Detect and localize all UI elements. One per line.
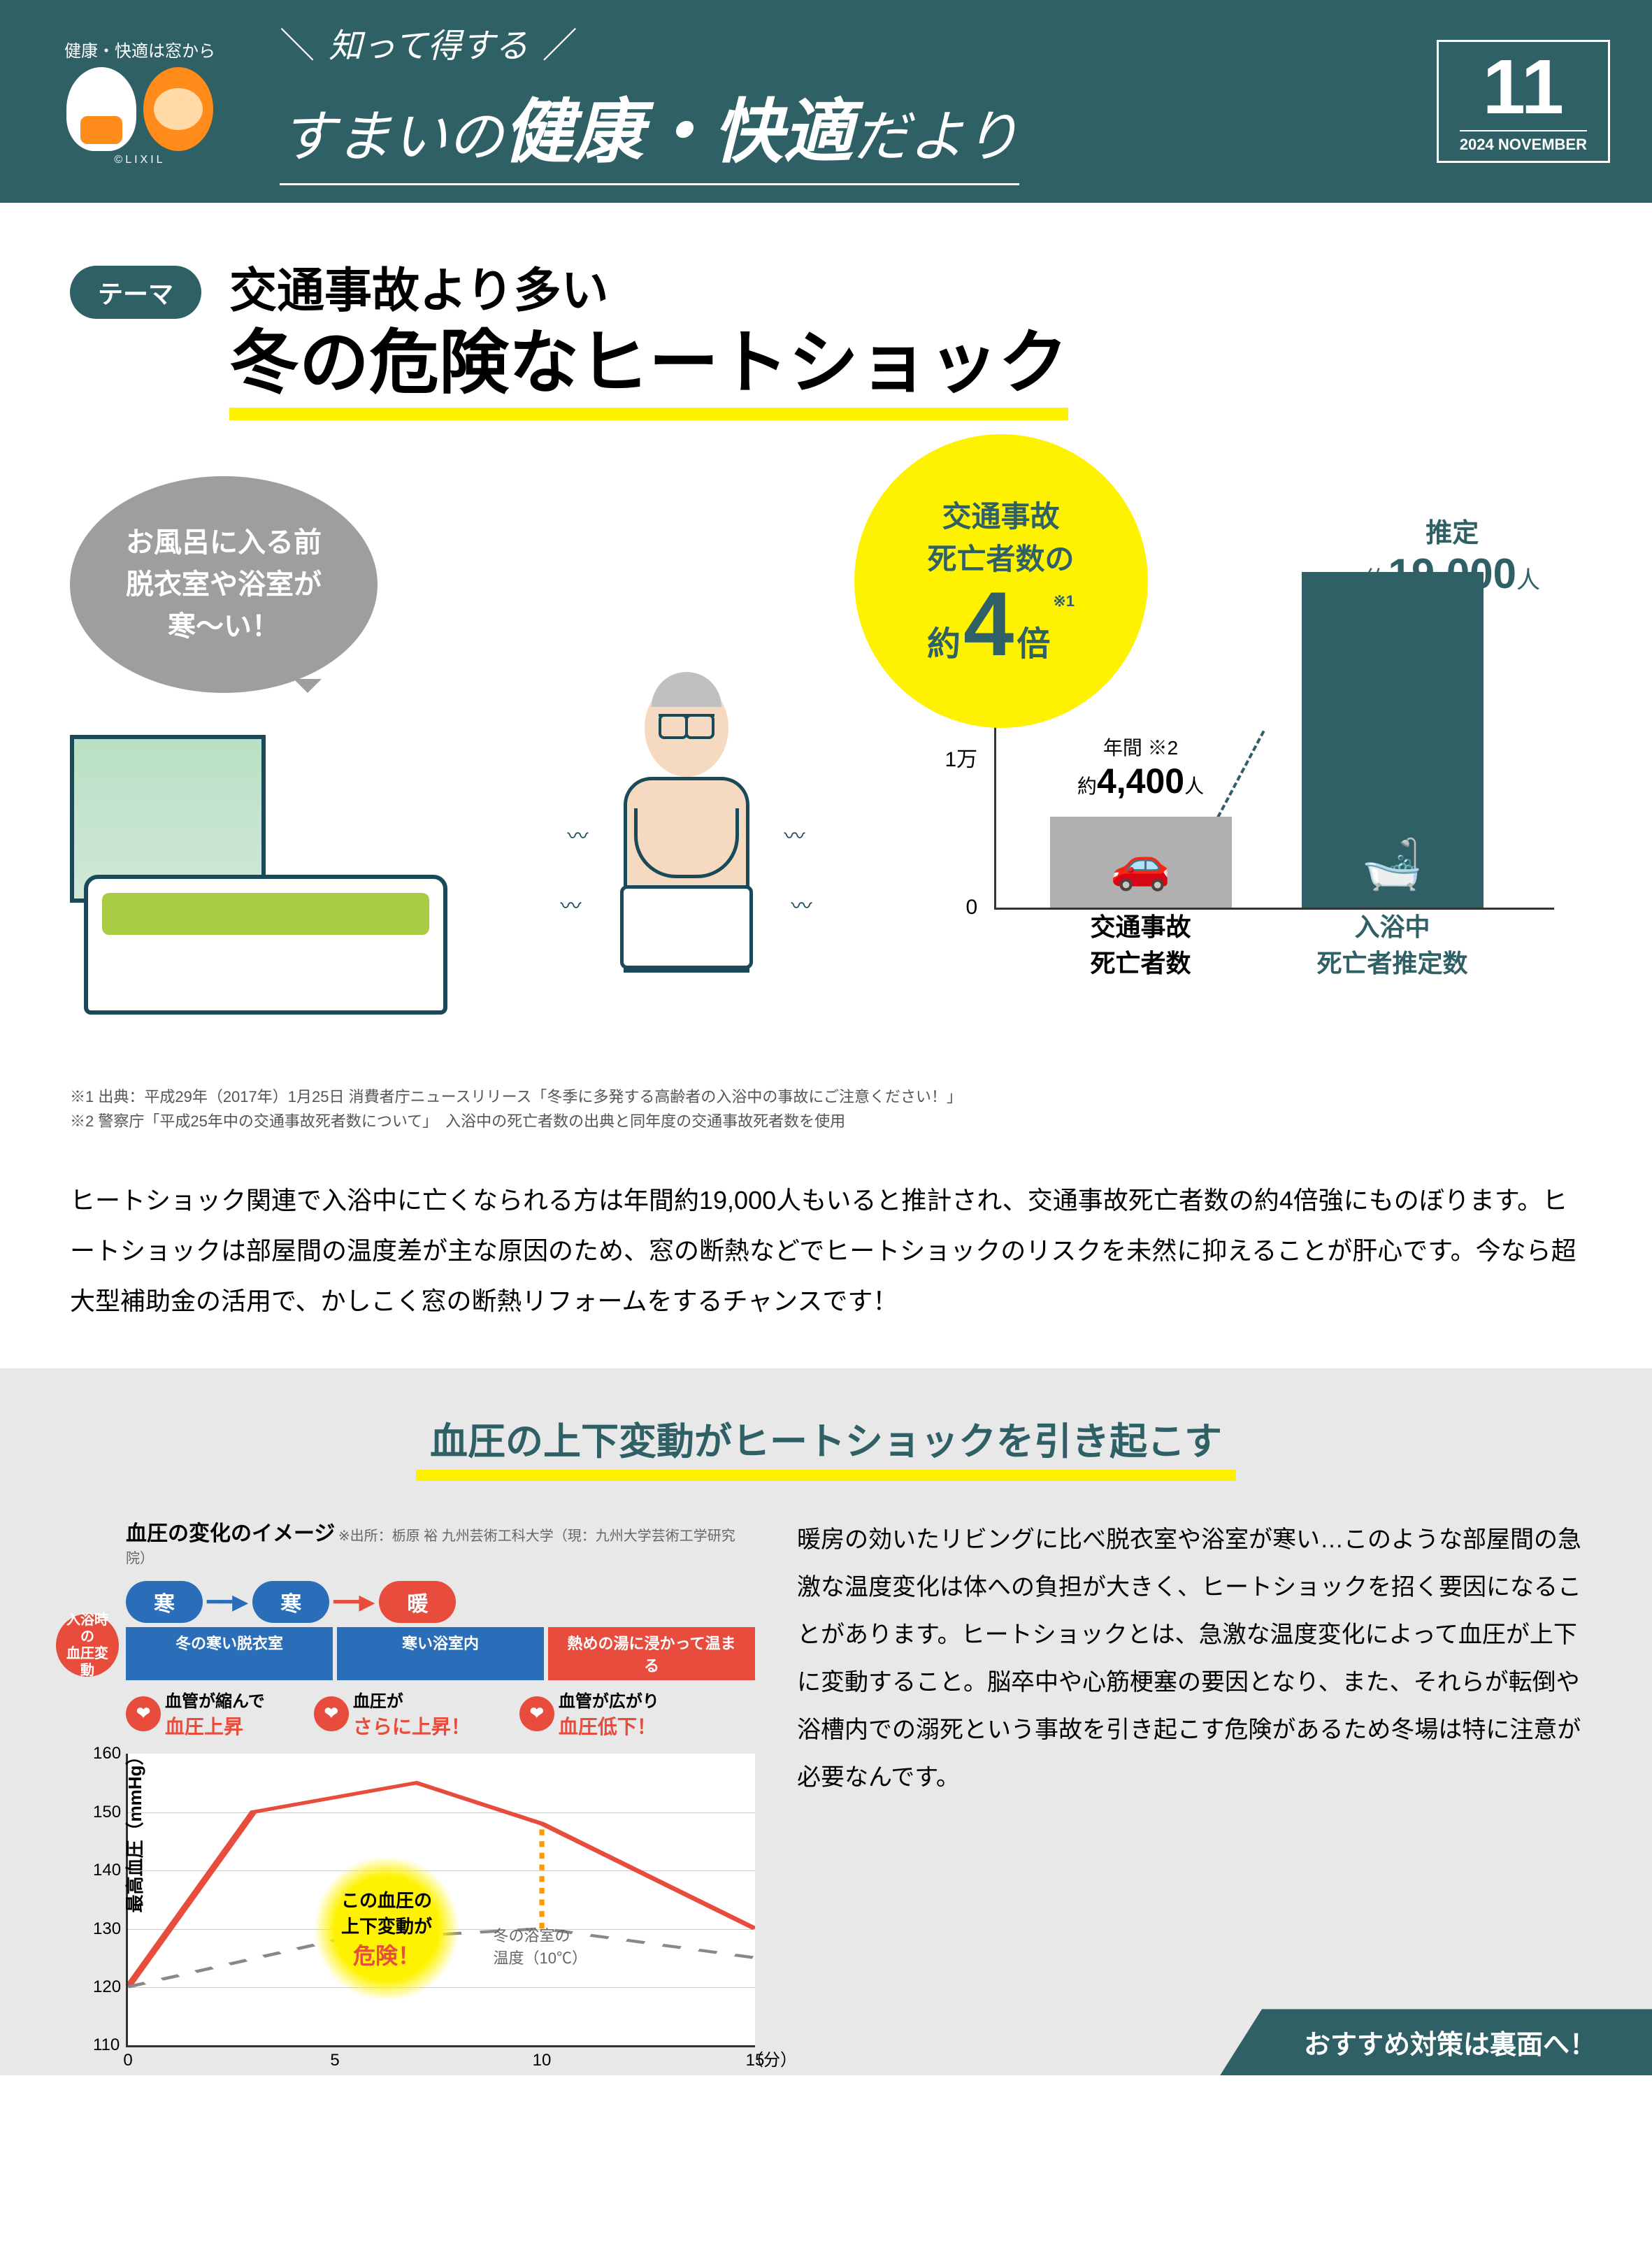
theme-title: 交通事故より多い 冬の危険なヒートショック (229, 252, 1582, 420)
slash-right-icon: ／ (543, 17, 577, 68)
zone-warm: 暖 (379, 1581, 456, 1623)
ytick: 140 (93, 1861, 121, 1880)
header-kicker: 知って得する (329, 18, 529, 67)
zone-cold1: 寒 (126, 1581, 203, 1623)
xtick: 0 (123, 2051, 132, 2070)
blood-pressure-section: 血圧の上下変動がヒートショックを引き起こす 入浴時の 血圧変動 血圧の変化のイメ… (0, 1368, 1652, 2075)
bp-explanation-text: 暖房の効いたリビングに比べ脱衣室や浴室が寒い…このような部屋間の急激な温度変化は… (797, 1516, 1582, 2047)
speech-bubble: お風呂に入る前 脱衣室や浴室が 寒〜い！ (70, 476, 378, 693)
zone-badges: 寒 ━━▶ 寒 ━━▶ 暖 (126, 1581, 755, 1623)
sub3: 熱めの湯に浸かって温まる (548, 1627, 755, 1680)
bar-chart-side: 交通事故 死亡者数の 約 4 倍 ※1 推定 約19,000人 （人） 2万 1… (840, 476, 1583, 1057)
ytick: 160 (93, 1744, 121, 1763)
heart-icon: ❤ (314, 1696, 349, 1731)
lixil-credit: ©LIXIL (42, 154, 238, 166)
circle-big-row: 約 4 倍 ※1 (927, 578, 1075, 669)
theme-line2: 冬の危険なヒートショック (229, 321, 1068, 420)
elderly-man-icon: 〰 〰 〰 〰 (589, 679, 784, 1057)
ytick: 150 (93, 1803, 121, 1822)
ytick: 110 (93, 2035, 120, 2055)
arrow-icon: ━━▶ (333, 1590, 375, 1615)
bath-icon: 🛁 (1362, 836, 1423, 894)
bear-mascot-icon (143, 67, 213, 151)
annotations: ❤ 血管が縮んで血圧上昇 ❤ 血圧がさらに上昇！ ❤ 血管が広がり血圧低下！ (126, 1687, 755, 1740)
middle-section: お風呂に入る前 脱衣室や浴室が 寒〜い！ 〰 〰 〰 〰 交通事故 死亡者数の … (0, 448, 1652, 1085)
theme-section: テーマ 交通事故より多い 冬の危険なヒートショック (0, 203, 1652, 448)
warning-burst: この血圧の上下変動が危険！ (310, 1859, 464, 1998)
slash-left-icon: ＼ (280, 17, 315, 68)
bp-chart-block: 入浴時の 血圧変動 血圧の変化のイメージ ※出所：栃原 裕 九州芸術工科大学（現… (70, 1516, 755, 2047)
y-tick-0: 0 (966, 896, 978, 919)
annot1: ❤ 血管が縮んで血圧上昇 (126, 1687, 265, 1740)
theme-badge: テーマ (70, 266, 201, 319)
footnote-1: ※1 出典：平成29年（2017年）1月25日 消費者庁ニュースリリース「冬季に… (70, 1085, 1582, 1109)
bar1-value: 年間 ※2 約4,400人 (1036, 733, 1246, 801)
bathroom-illustration: 〰 〰 〰 〰 (70, 707, 812, 1057)
month-text: 2024 NOVEMBER (1460, 130, 1587, 154)
car-icon: 🚗 (1110, 836, 1171, 894)
xtick: 10 (533, 2051, 552, 2070)
temp-note: 冬の浴室の 温度（10℃） (494, 1924, 587, 1968)
header-title: ＼ 知って得する ／ すまいの健康・快適だより (238, 17, 1437, 185)
arrow-icon: ━━▶ (207, 1590, 248, 1615)
heart-icon: ❤ (519, 1696, 554, 1731)
zone-subs: 冬の寒い脱衣室 寒い浴室内 熱めの湯に浸かって温まる (126, 1627, 755, 1680)
bp-side-badge: 入浴時の 血圧変動 (56, 1614, 119, 1677)
month-box: 11 2024 NOVEMBER (1437, 40, 1610, 163)
bar-traffic: 年間 ※2 約4,400人 🚗 (1050, 817, 1232, 908)
yellow-callout-circle: 交通事故 死亡者数の 約 4 倍 ※1 (854, 434, 1148, 728)
cta-banner: おすすめ対策は裏面へ！ (1220, 2009, 1652, 2075)
sub1: 冬の寒い脱衣室 (126, 1627, 333, 1680)
bar-bath: 🛁 (1302, 572, 1484, 908)
x-label-1: 交通事故 死亡者数 (1043, 907, 1239, 980)
month-number: 11 (1460, 49, 1587, 126)
line-chart: 最高血圧（mmHg） 160 150 140 130 120 110 0 5 1… (126, 1754, 755, 2047)
sub2: 寒い浴室内 (337, 1627, 544, 1680)
ytick: 120 (93, 1977, 121, 1997)
mascot-block: 健康・快適は窓から ©LIXIL (42, 37, 238, 166)
illustration-side: お風呂に入る前 脱衣室や浴室が 寒〜い！ 〰 〰 〰 〰 (70, 476, 812, 1057)
annot3: ❤ 血管が広がり血圧低下！ (519, 1687, 659, 1740)
y-tick-1: 1万 (945, 742, 978, 773)
theme-line1: 交通事故より多い (229, 252, 1582, 321)
header-tag: 健康・快適は窓から (42, 37, 238, 62)
bathtub-icon (84, 875, 447, 1015)
circle-line2: 死亡者数の (927, 536, 1074, 578)
zone-cold2: 寒 (252, 1581, 329, 1623)
circle-line1: 交通事故 (942, 493, 1059, 536)
footnotes: ※1 出典：平成29年（2017年）1月25日 消費者庁ニュースリリース「冬季に… (0, 1085, 1652, 1133)
body-paragraph: ヒートショック関連で入浴中に亡くなられる方は年間約19,000人もいると推計され… (0, 1133, 1652, 1368)
bp-chart-title: 血圧の変化のイメージ (126, 1522, 335, 1545)
header-main-title: すまいの健康・快適だより (280, 75, 1019, 185)
xtick: 5 (330, 2051, 339, 2070)
header-banner: 健康・快適は窓から ©LIXIL ＼ 知って得する ／ すまいの健康・快適だより… (0, 0, 1652, 203)
duck-mascot-icon (66, 67, 136, 151)
annot2: ❤ 血圧がさらに上昇！ (314, 1687, 471, 1740)
ytick: 130 (93, 1919, 121, 1939)
x-label-2: 入浴中 死亡者推定数 (1295, 907, 1491, 980)
footnote-2: ※2 警察庁「平成25年中の交通事故死者数について」 入浴中の死亡者数の出典と同… (70, 1109, 1582, 1133)
heart-icon: ❤ (126, 1696, 161, 1731)
x-unit: （分） (747, 2046, 797, 2070)
bp-section-title: 血圧の上下変動がヒートショックを引き起こす (416, 1410, 1236, 1481)
